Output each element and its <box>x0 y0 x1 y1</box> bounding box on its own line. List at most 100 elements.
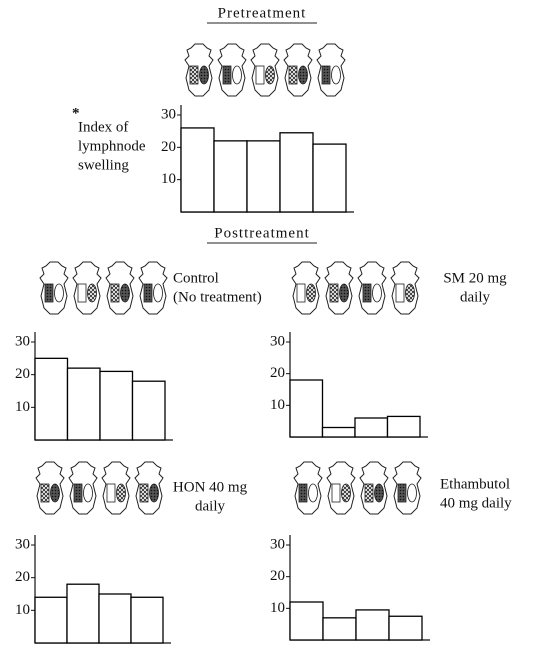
panel-label: SM 20 mg <box>443 270 507 286</box>
node-right <box>154 284 163 302</box>
animal-outline <box>284 44 312 96</box>
y-tick-label: 20 <box>15 366 30 382</box>
animal-outline <box>135 462 163 514</box>
animal-outline <box>327 462 355 514</box>
node-left <box>111 284 119 302</box>
node-left <box>365 484 373 502</box>
bar <box>313 144 346 212</box>
y-tick-label: 30 <box>270 333 285 349</box>
animal-icon <box>36 462 64 514</box>
y-tick-label: 10 <box>15 399 30 415</box>
node-left <box>332 484 340 502</box>
y-tick-label: 20 <box>270 568 285 584</box>
animal-outline <box>292 262 320 314</box>
node-left <box>289 66 297 84</box>
animal-icon <box>327 462 355 514</box>
y-tick-label: 20 <box>270 365 285 381</box>
y-tick-label: 10 <box>15 602 30 618</box>
bar <box>68 368 101 440</box>
y-tick-label: 20 <box>161 139 176 155</box>
animal-outline <box>106 262 134 314</box>
node-left <box>223 66 231 84</box>
animal-icon <box>218 44 246 96</box>
node-right <box>51 484 60 502</box>
animal-icon <box>294 462 322 514</box>
bar <box>99 594 131 643</box>
node-right <box>307 284 316 302</box>
panel-label: swelling <box>78 157 129 173</box>
bar <box>131 597 163 643</box>
bar <box>280 133 313 212</box>
node-right <box>309 484 318 502</box>
node-left <box>299 484 307 502</box>
node-right <box>266 66 275 84</box>
node-right <box>408 484 417 502</box>
chart-title: Pretreatment <box>218 5 307 21</box>
animal-outline <box>393 462 421 514</box>
animal-icon <box>284 44 312 96</box>
node-right <box>299 66 308 84</box>
animal-outline <box>73 262 101 314</box>
panel-label: Index of <box>78 119 128 135</box>
node-right <box>88 284 97 302</box>
bar <box>181 128 214 212</box>
bar <box>35 597 67 643</box>
animal-icon <box>292 262 320 314</box>
animal-outline <box>139 262 167 314</box>
animal-icon <box>40 262 68 314</box>
node-left <box>140 484 148 502</box>
bar <box>355 418 388 437</box>
bar <box>290 602 323 640</box>
animal-icon <box>73 262 101 314</box>
bar <box>389 616 422 640</box>
node-left <box>144 284 152 302</box>
node-left <box>41 484 49 502</box>
node-right <box>200 66 209 84</box>
bar <box>133 381 166 440</box>
bar <box>247 141 280 212</box>
y-tick-label: 30 <box>161 106 176 122</box>
animal-outline <box>325 262 353 314</box>
bar <box>67 584 99 643</box>
node-left <box>107 484 115 502</box>
node-left <box>256 66 264 84</box>
animal-outline <box>218 44 246 96</box>
node-right <box>342 484 351 502</box>
bar <box>100 371 133 440</box>
animal-icon <box>360 462 388 514</box>
animal-outline <box>251 44 279 96</box>
y-tick-label: 20 <box>15 569 30 585</box>
panel-label: Ethambutol <box>440 476 510 492</box>
node-right <box>121 284 130 302</box>
y-tick-label: 10 <box>270 600 285 616</box>
node-left <box>45 284 53 302</box>
y-tick-label: 10 <box>270 397 285 413</box>
node-left <box>363 284 371 302</box>
animal-icon <box>102 462 130 514</box>
panel-label: lymphnode <box>78 138 146 154</box>
node-right <box>375 484 384 502</box>
figure: Pretreatment*Index oflymphnodeswelling10… <box>0 0 543 649</box>
panel-label: HON 40 mg <box>173 479 248 495</box>
animal-outline <box>69 462 97 514</box>
node-left <box>322 66 330 84</box>
panel-label: Control <box>173 270 219 286</box>
panel-label: daily <box>460 289 490 305</box>
node-right <box>233 66 242 84</box>
animal-outline <box>391 262 419 314</box>
animal-icon <box>69 462 97 514</box>
animal-icon <box>251 44 279 96</box>
node-left <box>74 484 82 502</box>
animal-outline <box>36 462 64 514</box>
bar <box>214 141 247 212</box>
animal-icon <box>391 262 419 314</box>
node-right <box>373 284 382 302</box>
node-right <box>332 66 341 84</box>
bar <box>323 618 356 640</box>
bar <box>388 416 421 437</box>
animal-icon <box>325 262 353 314</box>
animal-outline <box>317 44 345 96</box>
panel-label: daily <box>195 498 225 514</box>
y-tick-label: 10 <box>161 171 176 187</box>
bar <box>356 610 389 640</box>
